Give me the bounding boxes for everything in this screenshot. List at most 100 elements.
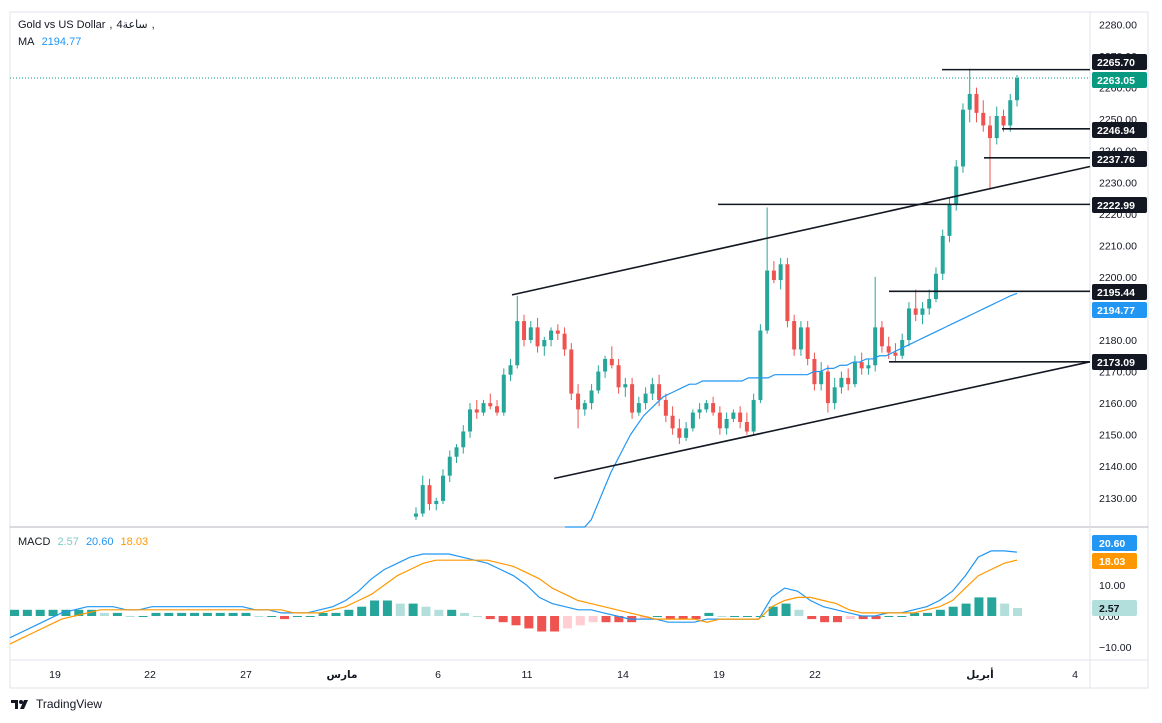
price-tag: 2195.44 [1092, 284, 1147, 300]
macd-histogram-bar [717, 616, 727, 617]
candle-body [623, 384, 628, 388]
macd-histogram-bar [935, 609, 945, 616]
candle-body [758, 330, 763, 400]
candle-body [852, 362, 857, 385]
candle-body [454, 447, 459, 457]
macd-histogram-bar [10, 609, 19, 616]
price-tick-label: 2140.00 [1099, 461, 1137, 473]
candle-body [643, 393, 648, 404]
macd-histogram-bar [524, 616, 534, 629]
macd-signal-value: 18.03 [120, 536, 149, 548]
macd-histogram-bar [665, 616, 675, 620]
macd-histogram-bar [781, 603, 791, 616]
candle-body [738, 412, 743, 423]
candle-body [981, 112, 986, 126]
macd-histogram-group [10, 597, 1022, 632]
macd-histogram-bar [228, 612, 238, 616]
candle-body [684, 428, 689, 438]
time-tick-label: 14 [617, 669, 629, 681]
candle-body [670, 415, 675, 429]
time-tick-label: 22 [809, 669, 821, 681]
price-tag: 2246.94 [1092, 122, 1147, 138]
candle-body [771, 270, 776, 281]
macd-histogram-bar [704, 612, 714, 616]
macd-histogram-bar [318, 612, 328, 616]
macd-value-tag-bg [1092, 553, 1137, 569]
candle-body [711, 403, 716, 413]
attribution-text: TradingView [36, 697, 103, 711]
macd-histogram-bar [884, 616, 894, 617]
candle-body [657, 384, 662, 400]
macd-histogram-bar [961, 603, 971, 616]
macd-histogram-bar [897, 616, 907, 617]
candle-body [974, 93, 979, 113]
macd-histogram-bar [87, 609, 97, 616]
time-tick-label: 6 [435, 669, 441, 681]
candle-body [636, 403, 641, 413]
macd-histogram-bar [614, 616, 624, 623]
candle-body [549, 330, 554, 340]
macd-histogram-bar [871, 616, 881, 620]
price-tag-label: 2173.09 [1097, 357, 1135, 369]
macd-histogram-bar [61, 609, 71, 616]
price-tick-label: 2180.00 [1099, 335, 1137, 347]
candle-body [508, 365, 513, 375]
price-tag-label: 2263.05 [1097, 75, 1135, 87]
macd-histogram-bar [434, 609, 444, 616]
macd-value-tag: 20.60 [1092, 535, 1137, 551]
candle-body [785, 264, 790, 322]
candle-body [555, 330, 560, 334]
candle-body [846, 377, 851, 385]
symbol-legend: Gold vs US Dollar, 4ساعة, [18, 18, 159, 31]
macd-histogram-bar [382, 600, 392, 616]
macd-histogram-bar [164, 612, 174, 616]
macd-histogram-bar [74, 609, 84, 616]
price-tick-label: 2210.00 [1099, 240, 1137, 252]
macd-histogram-bar [460, 612, 470, 616]
macd-signal-line [9, 559, 1018, 645]
macd-histogram-bar [807, 616, 817, 620]
tradingview-attribution[interactable]: TradingView [10, 697, 102, 711]
candle-body [859, 362, 864, 369]
price-tag: 2237.76 [1092, 151, 1147, 167]
price-tick-label: 2150.00 [1099, 430, 1137, 442]
price-tag-bg [1092, 302, 1147, 318]
interval-separator-2: , [151, 19, 155, 31]
macd-histogram-bar [421, 606, 431, 616]
candle-body [893, 352, 898, 356]
macd-histogram-bar [910, 612, 920, 616]
macd-histogram-bar [575, 616, 585, 626]
candle-body [603, 358, 608, 372]
macd-histogram-bar [22, 609, 32, 616]
price-tag-bg [1092, 151, 1147, 167]
candle-body [805, 327, 810, 359]
candle-body [488, 403, 493, 407]
candle-body [967, 93, 972, 110]
macd-value-tag-label: 2.57 [1099, 603, 1120, 615]
candle-body [832, 387, 837, 404]
time-tick-label: أبريل [966, 667, 993, 681]
macd-value-tag-bg [1092, 600, 1137, 616]
candle-body [677, 428, 682, 438]
price-tick-label: 2160.00 [1099, 398, 1137, 410]
macd-histogram-bar [215, 612, 225, 616]
candle-body [778, 264, 783, 281]
candle-body [528, 327, 533, 340]
price-tag-bg [1092, 72, 1147, 88]
candle-body [609, 358, 614, 366]
price-tag-bg [1092, 54, 1147, 70]
candle-body [873, 327, 878, 366]
price-tick-label: 2130.00 [1099, 493, 1137, 505]
macd-histogram-bar [241, 612, 251, 616]
price-tick-label: 2230.00 [1099, 177, 1137, 189]
candle-body [616, 365, 621, 388]
macd-histogram-bar [768, 606, 778, 616]
interval-label: 4ساعة [116, 19, 148, 31]
candle-body [630, 384, 635, 413]
macd-histogram-bar [48, 609, 58, 616]
candle-body [717, 412, 722, 429]
macd-histogram-bar [742, 616, 752, 617]
candle-body [535, 327, 540, 347]
macd-value-tag-bg [1092, 535, 1137, 551]
